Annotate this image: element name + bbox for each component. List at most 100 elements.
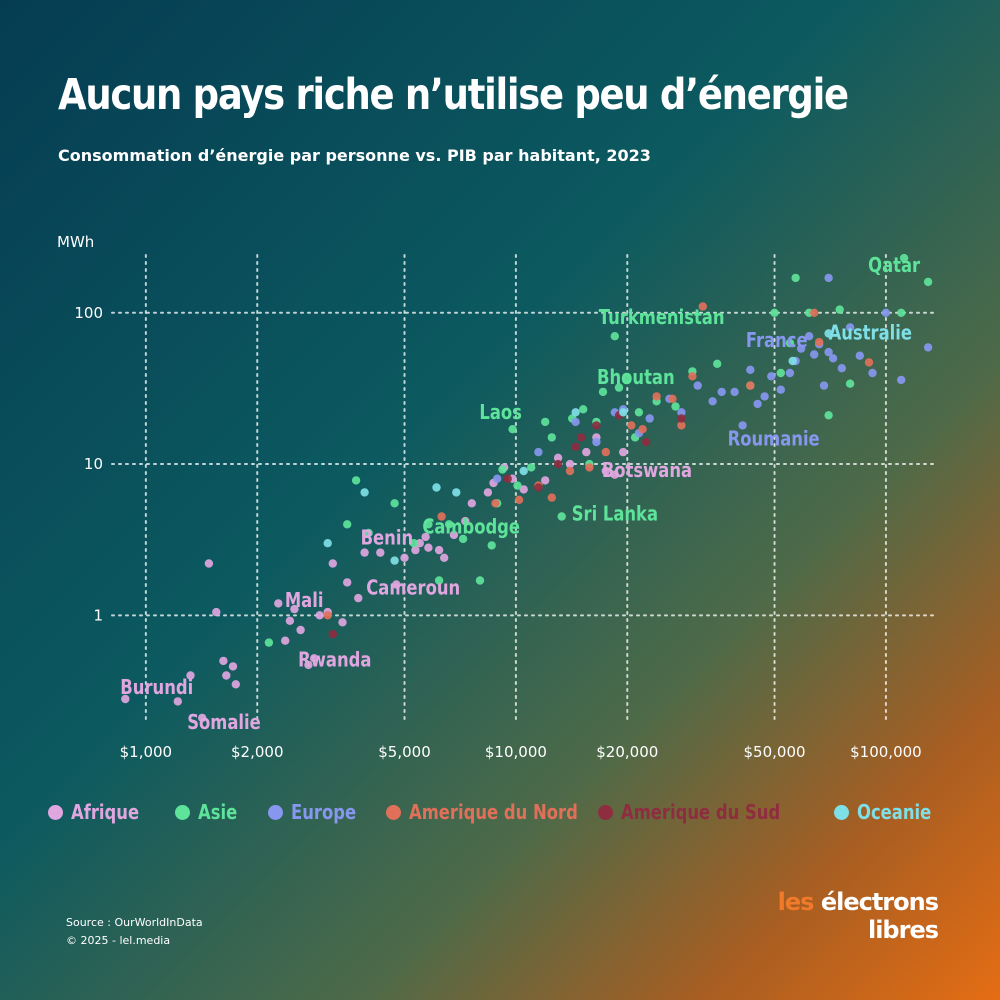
data-point-amerique-du-nord <box>698 302 707 311</box>
x-tick-label: $2,000 <box>231 743 284 761</box>
data-point-europe <box>923 343 933 352</box>
legend-label: Europe <box>291 800 357 824</box>
data-point-asie <box>845 379 855 388</box>
data-point-oceanie <box>788 356 797 366</box>
data-point-europe <box>897 375 906 385</box>
data-point-europe <box>824 273 833 283</box>
data-point-europe <box>845 323 855 332</box>
legend-label: Amerique du Sud <box>621 800 781 824</box>
data-point-asie <box>424 520 433 529</box>
data-point-amerique-du-sud <box>534 483 543 492</box>
data-point-asie <box>785 338 795 348</box>
data-point-afrique <box>376 548 385 557</box>
data-point-asie <box>598 387 608 397</box>
data-point-afrique <box>424 543 433 552</box>
data-point-europe <box>819 381 829 390</box>
data-point-oceanie <box>571 408 580 417</box>
data-point-amerique-du-nord <box>677 421 686 430</box>
data-point-afrique <box>519 485 528 494</box>
data-point-afrique <box>310 654 319 663</box>
data-point-amerique-du-nord <box>864 358 874 367</box>
data-point-oceanie <box>619 408 628 417</box>
data-point-afrique <box>290 604 299 614</box>
data-point-amerique-du-sud <box>571 442 580 451</box>
data-point-asie <box>557 512 566 521</box>
country-labels: Qatar Turkmenistan Australie France Bhoutan R… <box>120 255 920 735</box>
data-point-amerique-du-nord <box>627 421 636 430</box>
data-point-afrique <box>315 611 324 620</box>
data-point-afrique <box>467 499 476 508</box>
brand-logo: les électrons libres <box>777 888 939 944</box>
data-point-asie <box>671 402 680 411</box>
data-point-afrique <box>186 671 195 680</box>
country-label: Benin <box>361 527 414 550</box>
data-point-amerique-du-sud <box>553 459 563 469</box>
data-point-afrique <box>553 453 563 462</box>
logo-line2: libres <box>867 916 939 944</box>
legend-dot <box>386 804 401 820</box>
data-point-europe <box>534 447 543 457</box>
data-point-afrique <box>304 660 313 670</box>
data-point-europe <box>868 368 877 378</box>
data-point-asie <box>527 463 536 472</box>
x-tick-label: $50,000 <box>744 743 806 761</box>
data-point-afrique <box>198 713 207 723</box>
legend-dot <box>268 804 283 820</box>
data-point-afrique <box>619 447 628 457</box>
y-axis-label: MWh <box>57 233 94 251</box>
legend-item: Amerique du Nord <box>386 800 615 824</box>
country-label: Cameroun <box>366 577 460 600</box>
data-point-europe <box>796 344 806 353</box>
data-point-europe <box>571 417 580 427</box>
data-point-amerique-du-sud <box>592 421 601 430</box>
country-label: Mali <box>285 589 324 612</box>
data-point-asie <box>923 277 933 287</box>
data-point-amerique-du-nord <box>437 512 446 521</box>
legend-item: Asie <box>175 800 246 824</box>
legend-item: Oceanie <box>834 800 948 824</box>
data-point-afrique <box>483 488 493 497</box>
data-point-oceanie <box>323 539 332 548</box>
grid-lines <box>111 254 937 723</box>
y-tick-label: 100 <box>74 304 103 322</box>
data-point-europe <box>855 351 864 360</box>
data-point-asie <box>623 373 632 383</box>
x-tick-label: $100,000 <box>850 743 922 761</box>
data-point-afrique <box>610 470 619 479</box>
data-point-amerique-du-nord <box>688 372 697 381</box>
data-point-amerique-du-nord <box>638 425 647 434</box>
data-point-asie <box>634 408 644 417</box>
data-point-amerique-du-nord <box>491 499 500 508</box>
legend-label: Amerique du Nord <box>409 800 578 824</box>
country-label: Botswana <box>602 459 692 482</box>
data-point-europe <box>810 350 819 359</box>
data-point-amerique-du-nord <box>815 337 824 347</box>
data-point-europe <box>760 392 769 401</box>
data-point-europe <box>677 408 686 417</box>
logo-prefix: les <box>777 888 815 916</box>
data-point-asie <box>541 417 550 427</box>
country-label: Australie <box>829 322 912 345</box>
data-point-afrique <box>173 697 182 706</box>
data-point-oceanie <box>390 556 399 565</box>
data-point-asie <box>713 359 722 368</box>
x-tick-label: $10,000 <box>485 743 547 761</box>
legend-item: Afrique <box>48 800 154 824</box>
data-point-afrique <box>354 593 363 603</box>
data-point-asie <box>458 534 468 544</box>
data-point-europe <box>824 347 833 357</box>
data-point-asie <box>364 528 373 538</box>
data-point-amerique-du-sud <box>328 630 337 639</box>
data-point-asie <box>579 405 588 414</box>
y-tick-label: 10 <box>84 455 103 473</box>
data-point-afrique <box>400 553 409 562</box>
data-point-europe <box>592 437 601 447</box>
data-point-amerique-du-nord <box>585 463 594 472</box>
legend-dot <box>834 804 849 820</box>
data-point-asie <box>487 541 496 550</box>
data-point-asie <box>610 332 619 341</box>
data-point-oceanie <box>519 466 528 476</box>
legend: Afrique Asie Europe Amerique du Nord Ameriqu… <box>48 800 948 830</box>
country-label: Sri Lanka <box>572 503 658 526</box>
data-point-afrique <box>204 559 214 568</box>
